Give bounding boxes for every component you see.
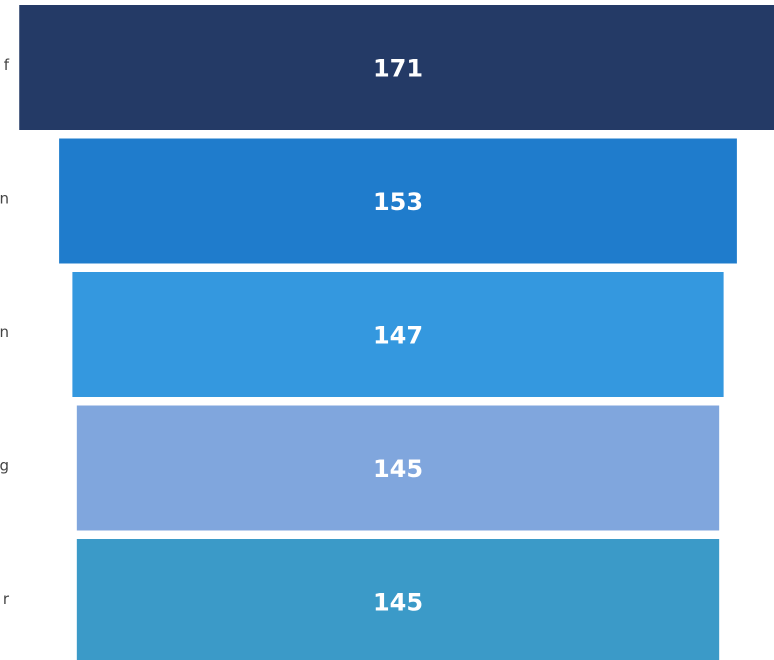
value-label: 171 xyxy=(373,55,423,83)
value-label: 153 xyxy=(373,188,423,216)
value-label: 147 xyxy=(373,322,423,350)
funnel-bar xyxy=(19,5,774,130)
category-label: r xyxy=(3,590,10,608)
category-label: f xyxy=(4,56,10,74)
funnel-bar xyxy=(76,539,720,660)
value-label: 145 xyxy=(373,455,423,483)
category-label: g xyxy=(0,457,9,475)
funnel-bar xyxy=(76,405,720,531)
funnel-bar xyxy=(72,272,724,397)
category-label: n xyxy=(0,323,9,341)
value-label: 145 xyxy=(373,589,423,617)
category-label: n xyxy=(0,190,9,208)
funnel-bar xyxy=(59,138,737,264)
